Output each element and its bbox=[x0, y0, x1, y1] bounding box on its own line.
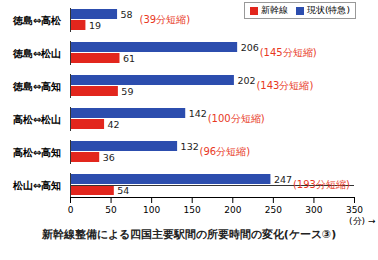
svg-text:(193分短縮): (193分短縮) bbox=[293, 179, 350, 190]
svg-text:(100分短縮): (100分短縮) bbox=[208, 113, 265, 124]
svg-text:150: 150 bbox=[184, 205, 201, 215]
svg-text:206: 206 bbox=[241, 42, 259, 53]
svg-text:(分) →: (分) → bbox=[349, 216, 376, 226]
svg-text:50: 50 bbox=[105, 205, 117, 215]
svg-text:42: 42 bbox=[108, 119, 120, 130]
svg-text:19: 19 bbox=[89, 20, 101, 31]
svg-text:(39分短縮): (39分短縮) bbox=[140, 14, 191, 25]
svg-text:300: 300 bbox=[305, 205, 322, 215]
svg-text:高松⇔松山: 高松⇔松山 bbox=[13, 114, 61, 125]
svg-text:(143分短縮): (143分短縮) bbox=[256, 80, 313, 91]
svg-text:高松⇔高知: 高松⇔高知 bbox=[13, 147, 61, 158]
svg-text:徳島⇔高知: 徳島⇔高知 bbox=[12, 81, 61, 92]
svg-text:61: 61 bbox=[123, 53, 135, 64]
svg-text:142: 142 bbox=[189, 108, 207, 119]
svg-text:59: 59 bbox=[121, 86, 133, 97]
svg-text:100: 100 bbox=[143, 205, 160, 215]
svg-text:247: 247 bbox=[274, 174, 292, 185]
html-text:新幹線整備による四国主要駅間の所要時間の変化(ケース③): 新幹線整備による四国主要駅間の所要時間の変化(ケース③) bbox=[41, 228, 337, 241]
svg-text:0: 0 bbox=[68, 205, 74, 215]
svg-text:58: 58 bbox=[121, 9, 133, 20]
svg-text:36: 36 bbox=[103, 152, 115, 163]
html-text:現状(特急): 現状(特急) bbox=[307, 5, 350, 15]
svg-text:松山⇔高知: 松山⇔高知 bbox=[12, 180, 61, 191]
svg-text:54: 54 bbox=[117, 185, 129, 196]
svg-text:350: 350 bbox=[346, 205, 363, 215]
svg-text:徳島⇔高松: 徳島⇔高松 bbox=[12, 15, 62, 26]
svg-text:200: 200 bbox=[224, 205, 241, 215]
svg-text:250: 250 bbox=[265, 205, 282, 215]
svg-text:(145分短縮): (145分短縮) bbox=[260, 47, 317, 58]
svg-text:132: 132 bbox=[181, 141, 199, 152]
svg-text:徳島⇔松山: 徳島⇔松山 bbox=[12, 48, 61, 59]
html-text:新幹線: 新幹線 bbox=[261, 5, 288, 15]
svg-text:202: 202 bbox=[237, 75, 255, 86]
svg-text:(96分短縮): (96分短縮) bbox=[200, 146, 251, 157]
